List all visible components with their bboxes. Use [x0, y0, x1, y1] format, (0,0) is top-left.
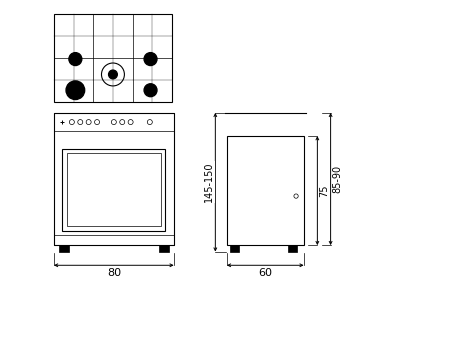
Circle shape	[144, 53, 157, 66]
Bar	[288, 245, 297, 252]
Bar	[67, 153, 161, 227]
Circle shape	[69, 53, 82, 66]
Text: 60: 60	[258, 268, 272, 278]
Bar	[227, 136, 304, 245]
Bar	[54, 113, 174, 131]
Text: 145-150: 145-150	[204, 162, 214, 203]
Circle shape	[66, 81, 85, 100]
Bar	[230, 245, 239, 252]
Circle shape	[108, 70, 117, 79]
Bar	[62, 149, 166, 231]
Bar	[54, 14, 172, 102]
Text: 80: 80	[107, 268, 121, 278]
Text: 85-90: 85-90	[333, 165, 343, 193]
Bar	[54, 113, 174, 245]
Bar	[58, 245, 69, 252]
Circle shape	[144, 84, 157, 97]
Bar	[54, 235, 174, 245]
Bar	[159, 245, 170, 252]
Text: 75: 75	[319, 184, 329, 197]
